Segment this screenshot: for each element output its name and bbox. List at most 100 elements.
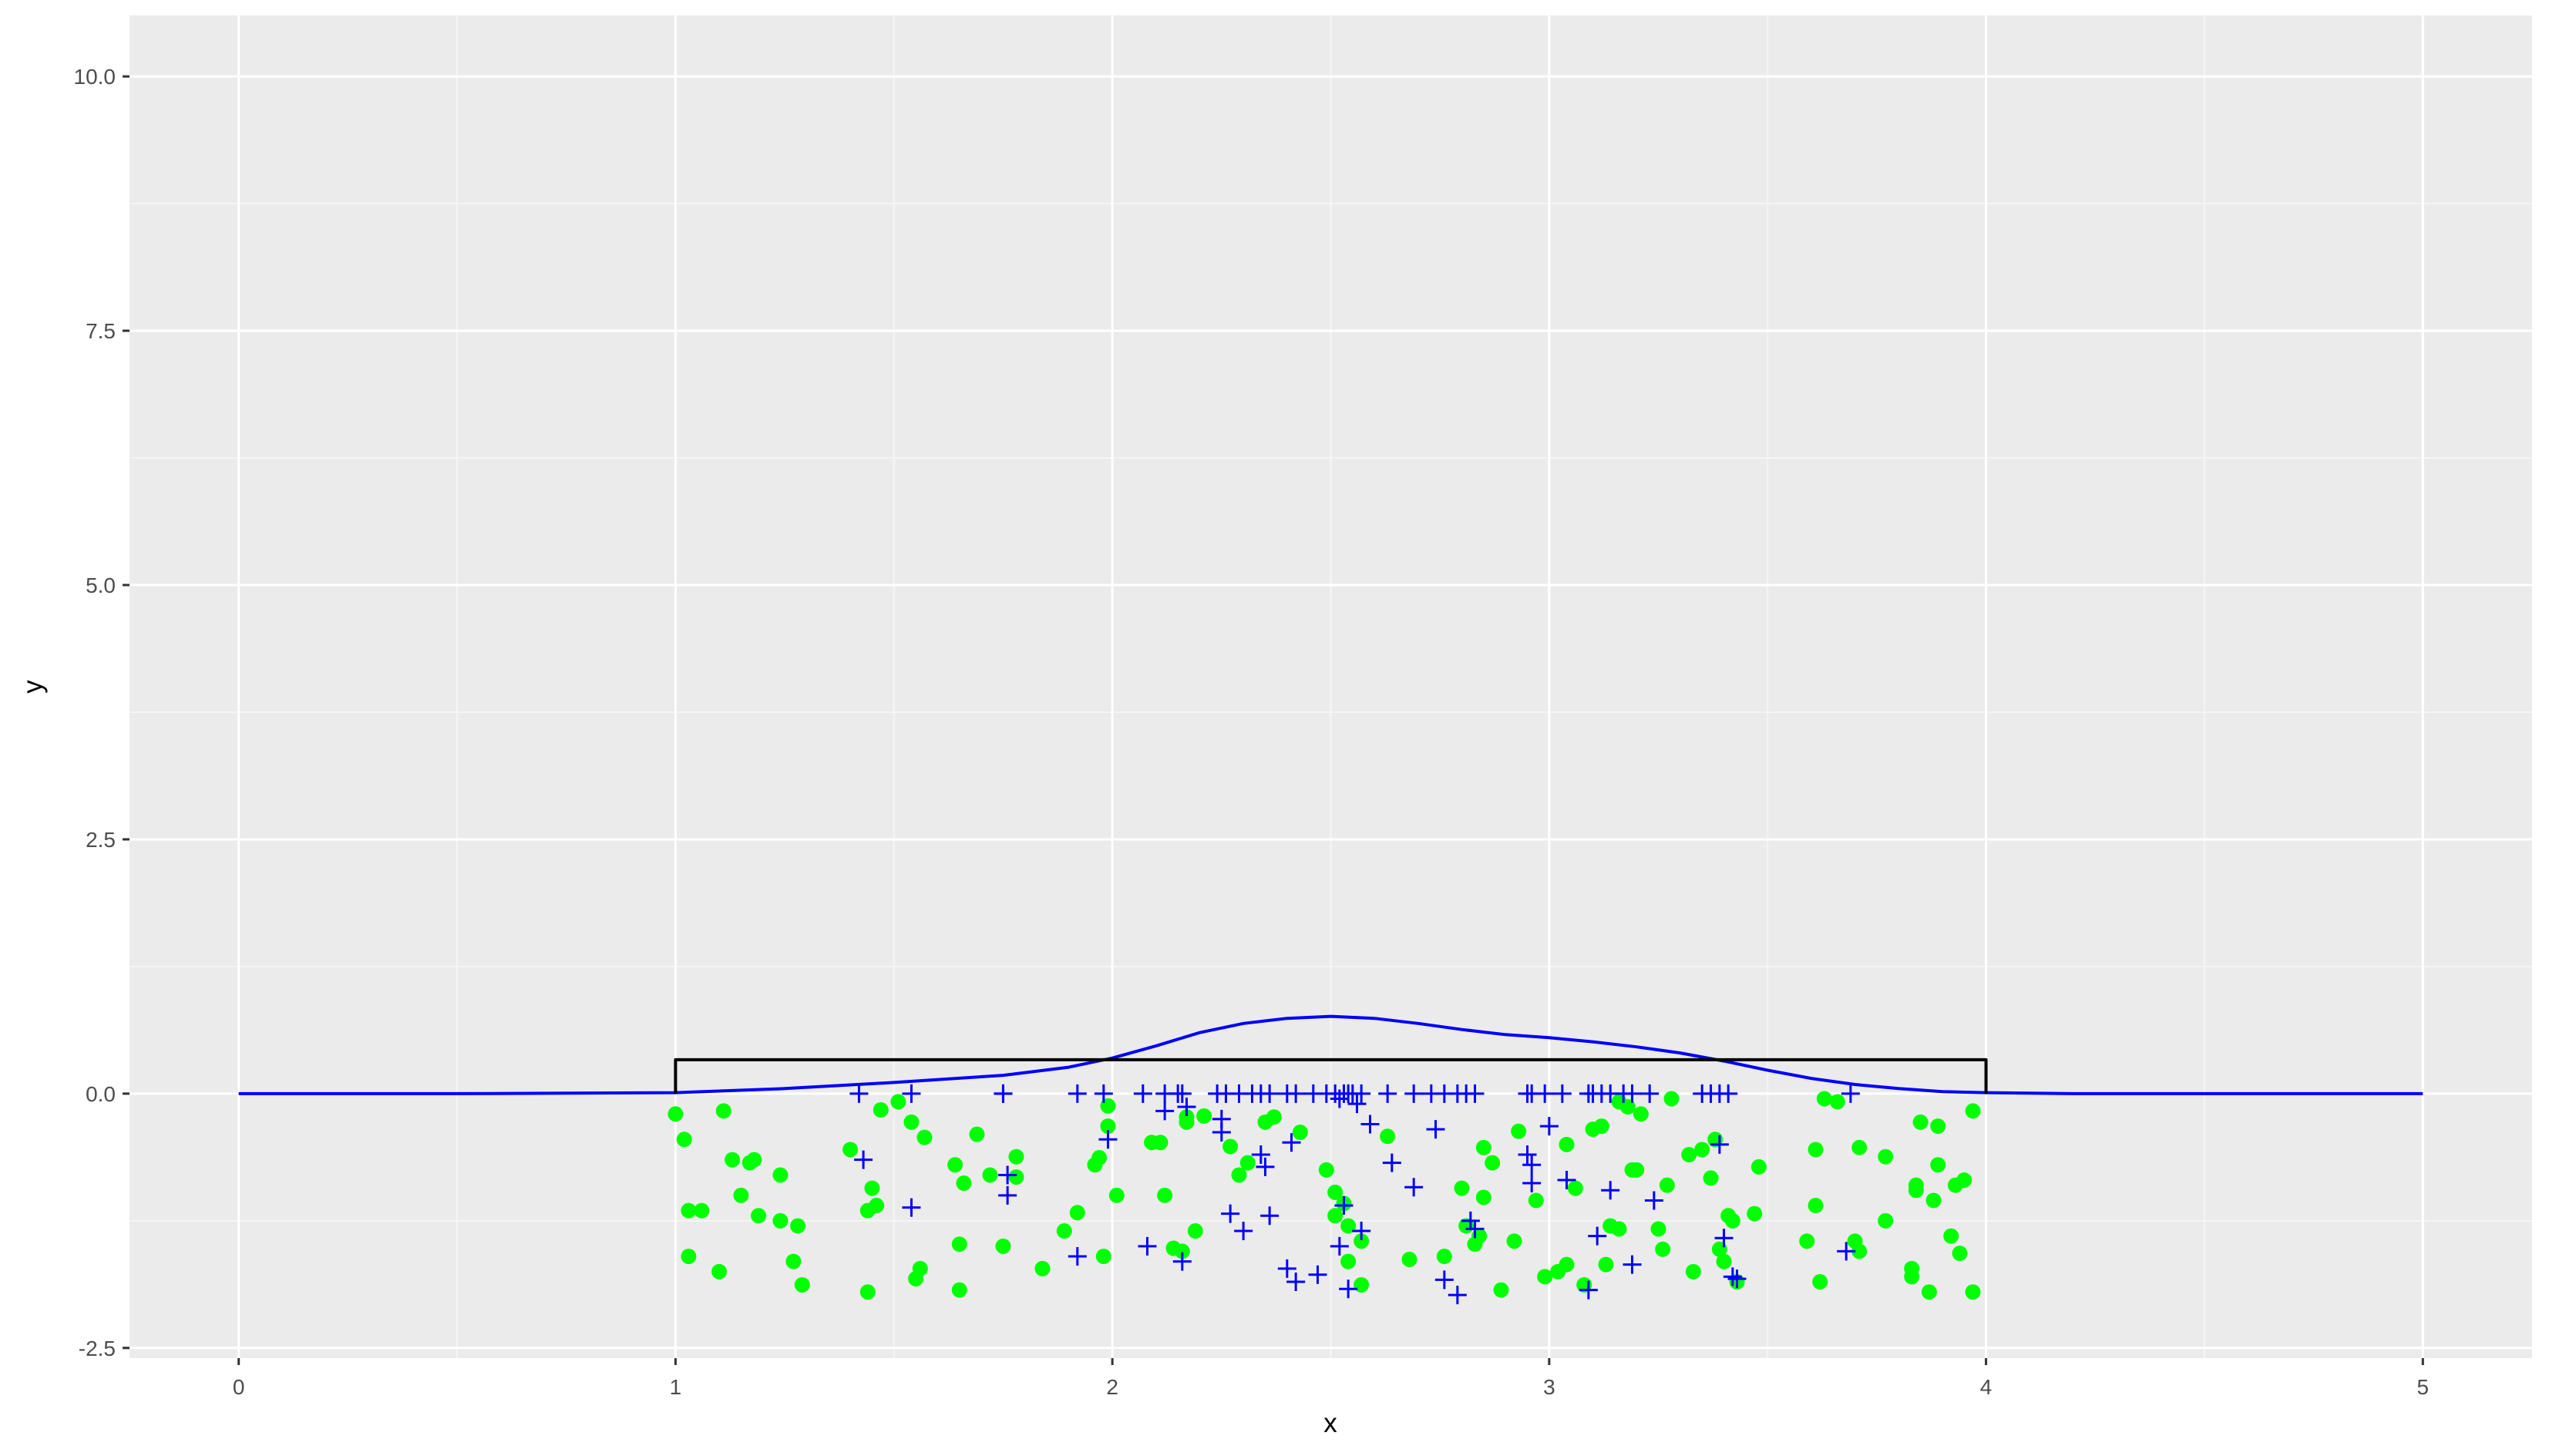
blue-cross-point [1382,1153,1401,1172]
blue-cross-point [1448,1286,1467,1305]
blue-cross-point [902,1084,921,1103]
green-point [694,1202,710,1219]
green-point [794,1276,810,1293]
green-point [1930,1118,1946,1135]
blue-cross-point [1172,1252,1192,1271]
blue-cross-point [854,1150,873,1169]
green-point [873,1101,889,1118]
uniform-density-line [674,1058,1988,1094]
green-point [1056,1223,1072,1239]
green-point [951,1236,967,1253]
y-tick-label: -2.5 [79,1337,116,1360]
green-point [903,1114,920,1130]
blue-cross-point [1282,1133,1301,1152]
green-point [1567,1180,1583,1196]
green-point [912,1260,928,1276]
y-axis-title: y [18,680,48,694]
blue-cross-point [1352,1084,1371,1103]
blue-cross-point [1155,1101,1175,1121]
green-point [715,1103,731,1119]
x-tick-label: 2 [1106,1375,1118,1399]
blue-cross-point [1334,1196,1354,1216]
blue-cross-point [1234,1222,1253,1241]
green-point [869,1198,885,1214]
green-point [1952,1246,1968,1262]
green-point [1318,1162,1334,1178]
green-point [1493,1282,1509,1298]
blue-cross-point [1094,1084,1113,1103]
green-point [982,1167,998,1183]
green-point [1851,1139,1868,1155]
blue-cross-point [1426,1120,1445,1139]
green-point [1965,1284,1981,1300]
blue-cross-point [1352,1222,1371,1241]
green-point [1008,1148,1024,1165]
green-point [1091,1150,1108,1166]
density-curve [238,1014,2423,1095]
green-point [1174,1243,1190,1259]
green-point [1930,1157,1946,1173]
x-tick-label: 5 [2417,1375,2430,1399]
blue-cross-point [1535,1084,1555,1103]
blue-cross-point [1068,1247,1087,1266]
green-point [790,1218,806,1234]
blue-cross-point [1841,1084,1860,1103]
blue-cross-point [1339,1279,1358,1299]
blue-cross-point [1172,1084,1192,1103]
green-point [1956,1172,1972,1189]
blue-cross-point [1177,1098,1196,1117]
green-point [1703,1170,1719,1186]
green-point [1812,1274,1828,1290]
green-point [951,1282,967,1298]
blue-cross-point [998,1165,1017,1185]
green-point [1034,1260,1051,1276]
green-point [1593,1118,1609,1135]
green-point [1633,1106,1649,1122]
green-point [1454,1180,1470,1196]
blue-cross-point [1068,1084,1087,1103]
green-point [1808,1142,1824,1158]
green-point [1663,1091,1680,1107]
blue-cross-point [1837,1242,1856,1261]
blue-cross-point [1347,1095,1367,1114]
green-point [1485,1155,1501,1171]
blue-cross-point [1221,1204,1240,1223]
blue-cross-point [1588,1226,1607,1246]
green-point [1559,1256,1575,1273]
green-point [1100,1118,1116,1135]
green-point [1108,1187,1125,1203]
x-axis-title: x [1323,1408,1337,1438]
green-point [1808,1198,1824,1214]
green-point [1965,1103,1981,1119]
green-point [1659,1177,1675,1193]
green-point [1655,1241,1671,1257]
green-point [1095,1249,1111,1265]
green-point [1611,1221,1627,1237]
green-point [956,1175,972,1192]
x-tick-label: 1 [670,1375,682,1399]
green-point [1750,1158,1767,1175]
blue-cross-point [849,1084,869,1103]
green-point [1222,1138,1239,1155]
blue-cross-point [1579,1280,1598,1300]
green-point [859,1284,876,1300]
green-point [1559,1136,1575,1152]
green-point [1327,1184,1343,1200]
green-point [1816,1091,1832,1107]
y-tick-label: 10.0 [74,65,116,89]
green-point [1401,1251,1417,1267]
blue-cross-point [1260,1084,1280,1103]
blue-cross-point [1710,1135,1729,1154]
green-point [1292,1125,1308,1141]
blue-cross-point [1133,1084,1152,1103]
blue-cross-point [1308,1265,1327,1284]
green-point [864,1180,880,1196]
green-point [1506,1233,1522,1249]
blue-cross-point [1727,1269,1747,1289]
green-point [1231,1167,1247,1183]
green-point [1380,1128,1396,1145]
blue-cross-point [1286,1084,1306,1103]
green-point [772,1167,789,1183]
green-point [1340,1253,1357,1269]
